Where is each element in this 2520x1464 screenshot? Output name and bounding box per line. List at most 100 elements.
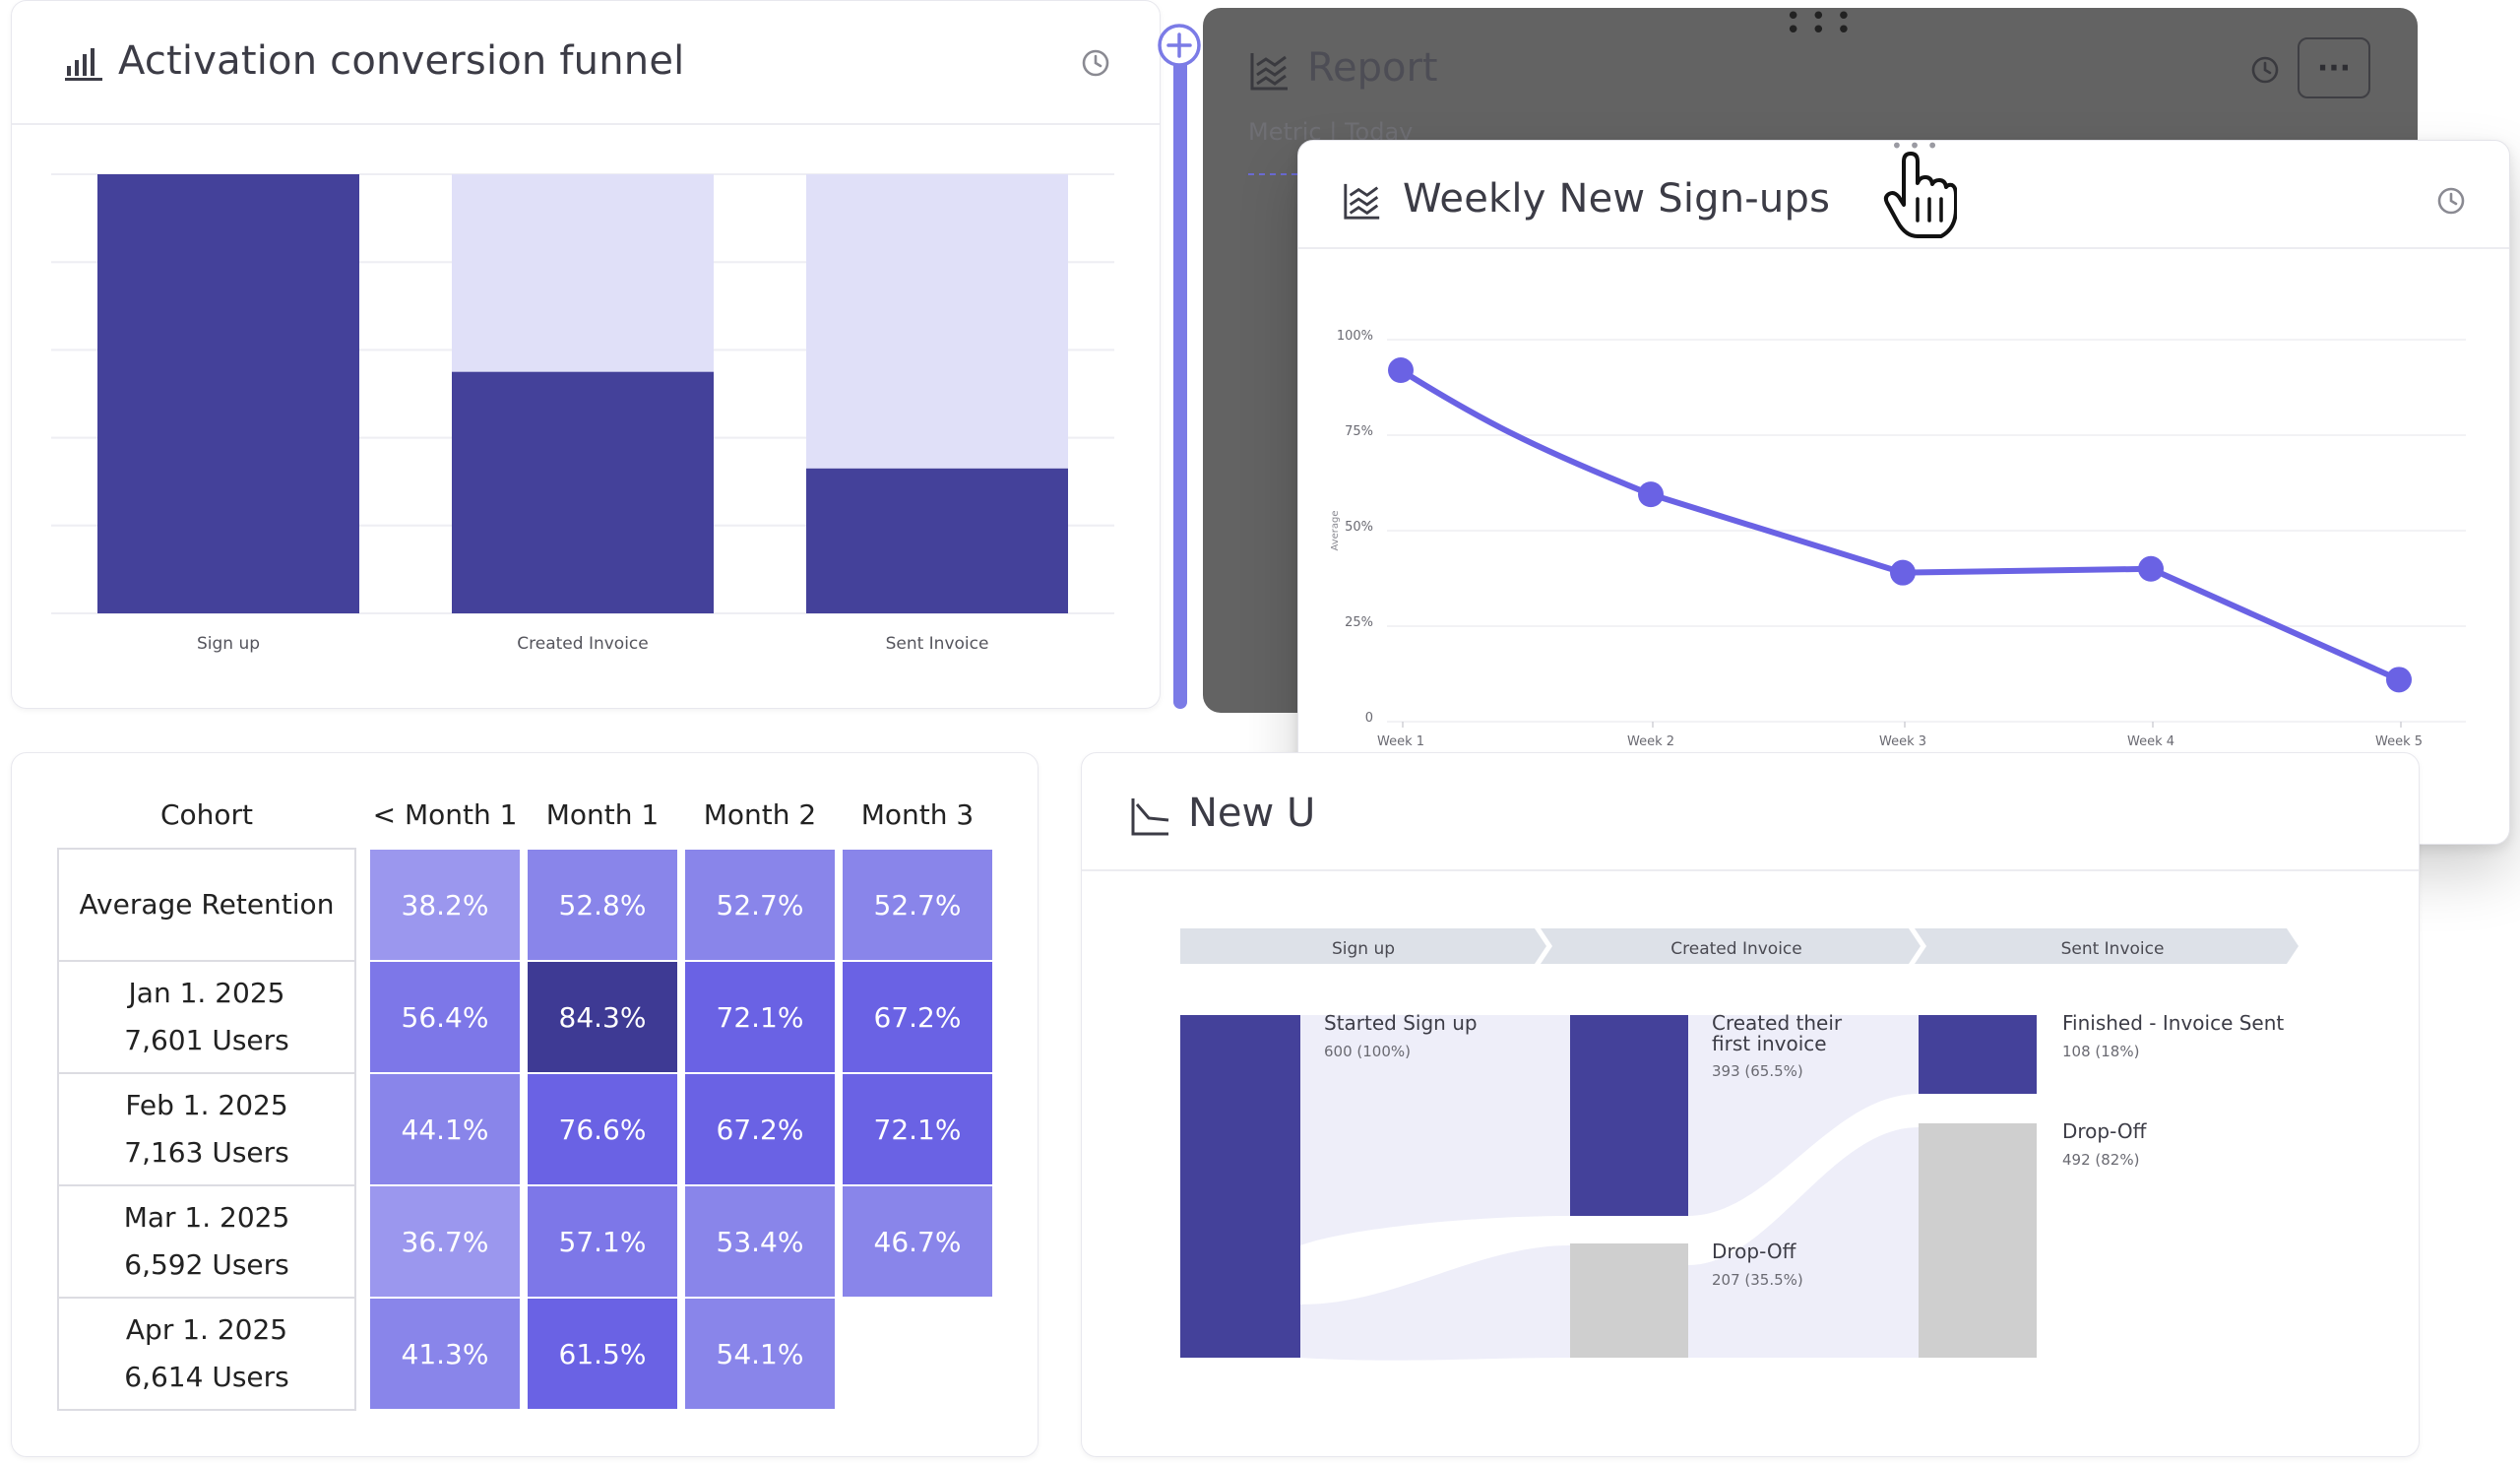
x-tick-label: Sent Invoice bbox=[886, 634, 989, 654]
cohort-users: 7,163 Users bbox=[124, 1136, 289, 1169]
flow-header: New U bbox=[1082, 753, 2419, 871]
cohort-cell[interactable]: 56.4% bbox=[370, 962, 520, 1072]
series-line bbox=[1399, 367, 2401, 683]
cohort-date: Feb 1. 2025 bbox=[125, 1089, 288, 1121]
data-point[interactable] bbox=[2138, 555, 2164, 582]
bar[interactable] bbox=[452, 371, 714, 613]
flow-node-label: Created their bbox=[1712, 1011, 1843, 1035]
cohort-cell[interactable]: 53.4% bbox=[685, 1186, 835, 1297]
x-tick-label: Week 2 bbox=[1627, 734, 1674, 749]
cohort-users: 6,614 Users bbox=[124, 1361, 289, 1393]
flow-step-label: Sent Invoice bbox=[2061, 939, 2165, 959]
clock-icon[interactable] bbox=[2436, 186, 2466, 216]
data-point[interactable] bbox=[2386, 667, 2412, 693]
cohort-row-label: Jan 1. 2025 7,601 Users bbox=[57, 960, 356, 1074]
flow-step-label: Created Invoice bbox=[1670, 939, 1801, 959]
cohort-row-label: Apr 1. 2025 6,614 Users bbox=[57, 1297, 356, 1411]
flow-node-value: 393 (65.5%) bbox=[1712, 1062, 1803, 1080]
cohort-cell[interactable]: 84.3% bbox=[528, 962, 677, 1072]
y-tick-label: 25% bbox=[1345, 615, 1373, 630]
new-users-flow-card: New U Sign up Created Invoice Sent Invoi… bbox=[1081, 752, 2420, 1457]
funnel-chart: Sign up Created Invoice Sent Invoice bbox=[51, 173, 1114, 654]
x-tick-label: Week 5 bbox=[2375, 734, 2423, 749]
flow-node-label: first invoice bbox=[1712, 1032, 1827, 1055]
x-tick-label: Sign up bbox=[197, 634, 260, 654]
cohort-cell[interactable]: 44.1% bbox=[370, 1074, 520, 1184]
clock-icon[interactable] bbox=[1081, 48, 1110, 78]
cohort-cell[interactable]: 52.7% bbox=[685, 850, 835, 960]
bar-chart-icon bbox=[65, 48, 102, 81]
x-tick-label: Week 1 bbox=[1377, 734, 1424, 749]
weekly-header: Weekly New Sign-ups • • • bbox=[1298, 136, 2509, 249]
cohort-cell[interactable]: 61.5% bbox=[528, 1299, 677, 1409]
bar[interactable] bbox=[806, 468, 1068, 613]
cohort-cell[interactable]: 57.1% bbox=[528, 1186, 677, 1297]
x-tick-label: Created Invoice bbox=[517, 634, 648, 654]
y-tick-label: 50% bbox=[1345, 520, 1373, 535]
flow-title: New U bbox=[1188, 791, 1316, 836]
cohort-date: Jan 1. 2025 bbox=[128, 977, 285, 1009]
cohort-cell[interactable]: 72.1% bbox=[685, 962, 835, 1072]
flow-step-label: Sign up bbox=[1332, 939, 1395, 959]
grab-cursor-icon bbox=[1883, 152, 1957, 238]
cohort-header: Month 1 bbox=[545, 798, 660, 831]
y-tick-label: 100% bbox=[1337, 329, 1373, 344]
weekly-signups-card[interactable]: Weekly New Sign-ups • • • 0 25% 50% 75% 100%… bbox=[1297, 136, 2510, 845]
x-tick-label: Week 3 bbox=[1879, 734, 1926, 749]
flow-node-started bbox=[1180, 1015, 1300, 1358]
flow-node-label: Drop-Off bbox=[1712, 1240, 1796, 1263]
flow-node-value: 492 (82%) bbox=[2062, 1151, 2140, 1169]
cohort-retention-card: Cohort < Month 1 Month 1 Month 2 Month 3… bbox=[11, 752, 1039, 1457]
drag-handle-icon[interactable]: • • • • • • bbox=[1786, 2, 1853, 45]
bar[interactable] bbox=[97, 174, 359, 613]
flow-node-label: Drop-Off bbox=[2062, 1119, 2147, 1143]
cohort-cell[interactable]: 72.1% bbox=[843, 1074, 992, 1184]
flow-node-drop2 bbox=[1919, 1123, 2037, 1358]
x-tick-label: Week 4 bbox=[2127, 734, 2174, 749]
report-title: Report bbox=[1307, 45, 1438, 91]
cohort-date: Apr 1. 2025 bbox=[125, 1313, 288, 1346]
funnel-card: Activation conversion funnel Sign up Crea… bbox=[11, 0, 1161, 709]
flow-node-created bbox=[1570, 1015, 1688, 1216]
cohort-cell[interactable]: 52.8% bbox=[528, 850, 677, 960]
line-chart-icon bbox=[1250, 53, 1288, 91]
flow-diagram: Sign up Created Invoice Sent Invoice bbox=[1180, 928, 2299, 1361]
funnel-header: Activation conversion funnel bbox=[12, 1, 1160, 125]
cohort-cell[interactable]: 46.7% bbox=[843, 1186, 992, 1297]
funnel-title: Activation conversion funnel bbox=[118, 38, 685, 84]
report-divider bbox=[1248, 173, 1297, 175]
cohort-cell[interactable]: 54.1% bbox=[685, 1299, 835, 1409]
cohort-cell[interactable]: 38.2% bbox=[370, 850, 520, 960]
cohort-cell[interactable]: 67.2% bbox=[843, 962, 992, 1072]
cohort-cell[interactable]: 36.7% bbox=[370, 1186, 520, 1297]
flow-node-value: 108 (18%) bbox=[2062, 1043, 2140, 1060]
cohort-header: < Month 1 bbox=[372, 798, 518, 831]
data-point[interactable] bbox=[1890, 559, 1916, 586]
cohort-users: 7,601 Users bbox=[124, 1024, 289, 1056]
data-point[interactable] bbox=[1388, 357, 1414, 384]
cohort-row-label: Feb 1. 2025 7,163 Users bbox=[57, 1072, 356, 1186]
cohort-row-label: Mar 1. 2025 6,592 Users bbox=[57, 1184, 356, 1299]
cohort-header: Month 3 bbox=[860, 798, 975, 831]
flow-node-value: 207 (35.5%) bbox=[1712, 1271, 1803, 1289]
flow-node-finished bbox=[1919, 1015, 2037, 1094]
flow-node-label: Finished - Invoice Sent bbox=[2062, 1011, 2285, 1035]
cohort-cell[interactable]: 76.6% bbox=[528, 1074, 677, 1184]
cohort-cell[interactable]: 41.3% bbox=[370, 1299, 520, 1409]
more-options-button[interactable]: ··· bbox=[2298, 37, 2370, 98]
weekly-title: Weekly New Sign-ups bbox=[1403, 176, 1831, 222]
add-widget-icon[interactable] bbox=[1156, 22, 1203, 69]
cohort-header: Cohort bbox=[159, 798, 254, 831]
data-point[interactable] bbox=[1638, 481, 1664, 508]
weekly-line-chart: 0 25% 50% 75% 100% Average Week 1 Week 2 Week 3 W… bbox=[1330, 329, 2466, 749]
y-axis-label: Average bbox=[1330, 510, 1341, 550]
cohort-average-label: Average Retention bbox=[57, 848, 356, 962]
flow-node-value: 600 (100%) bbox=[1324, 1043, 1411, 1060]
cohort-cell[interactable]: 67.2% bbox=[685, 1074, 835, 1184]
cohort-average-text: Average Retention bbox=[79, 888, 335, 921]
drop-indicator bbox=[1173, 30, 1187, 709]
cohort-date: Mar 1. 2025 bbox=[123, 1201, 290, 1234]
clock-icon[interactable] bbox=[2250, 55, 2280, 85]
cohort-cell[interactable]: 52.7% bbox=[843, 850, 992, 960]
flow-node-label: Started Sign up bbox=[1324, 1011, 1478, 1035]
